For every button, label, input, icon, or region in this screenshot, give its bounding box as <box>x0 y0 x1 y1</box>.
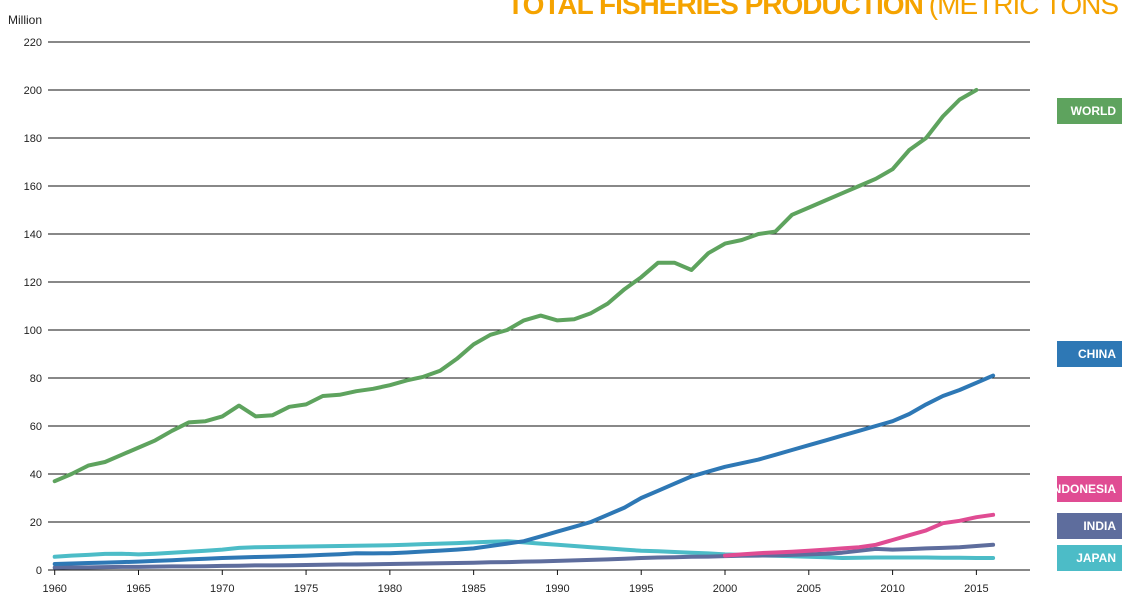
y-tick-label: 160 <box>24 181 42 193</box>
legend-item: INDONESIA <box>1049 476 1122 502</box>
y-tick-label: 180 <box>24 133 42 145</box>
x-tick-label: 1995 <box>629 583 653 595</box>
legend-item: INDIA <box>1057 513 1122 539</box>
y-tick-label: 80 <box>30 373 42 385</box>
subtitle: (METRIC TONS <box>929 0 1119 20</box>
chart-title: TOTAL FISHERIES PRODUCTION (METRIC TONS <box>507 0 1118 20</box>
x-tick-label: 1990 <box>545 583 569 595</box>
y-tick-label: 200 <box>24 85 42 97</box>
y-tick-label: 20 <box>30 517 42 529</box>
x-tick-label: 1975 <box>294 583 318 595</box>
x-tick-label: 1960 <box>42 583 66 595</box>
series-line <box>52 373 996 566</box>
x-tick-label: 1980 <box>378 583 402 595</box>
series-line <box>52 88 979 484</box>
legend-label: CHINA <box>1078 347 1116 361</box>
legend-item: CHINA <box>1057 341 1122 367</box>
y-tick-label: 120 <box>24 277 42 289</box>
x-tick-label: 1970 <box>210 583 234 595</box>
x-tick-label: 2000 <box>713 583 737 595</box>
y-tick-label: 220 <box>24 37 42 49</box>
x-tick-label: 1965 <box>126 583 150 595</box>
series-line <box>723 512 996 558</box>
x-tick-label: 2015 <box>964 583 988 595</box>
legend-label: WORLD <box>1071 104 1117 118</box>
x-tick-label: 1985 <box>461 583 485 595</box>
legend-label: INDIA <box>1083 519 1116 533</box>
legend-item: WORLD <box>1057 98 1122 124</box>
y-tick-label: 100 <box>24 325 42 337</box>
legend-item: JAPAN <box>1057 545 1122 571</box>
legend-label: JAPAN <box>1076 551 1116 565</box>
y-tick-label: 0 <box>36 565 42 577</box>
legend-box <box>1057 513 1122 539</box>
legend-box <box>1057 476 1122 502</box>
legend-box <box>1057 98 1122 124</box>
series-line <box>52 542 996 570</box>
y-tick-label: 60 <box>30 421 42 433</box>
title: TOTAL FISHERIES PRODUCTION <box>507 0 923 20</box>
y-tick-label: 40 <box>30 469 42 481</box>
x-tick-label: 2010 <box>880 583 904 595</box>
y-axis-label: Million <box>8 13 42 27</box>
legend-box <box>1057 545 1122 571</box>
legend-label: INDONESIA <box>1049 482 1116 496</box>
legend-box <box>1057 341 1122 367</box>
y-tick-label: 140 <box>24 229 42 241</box>
x-tick-label: 2005 <box>797 583 821 595</box>
